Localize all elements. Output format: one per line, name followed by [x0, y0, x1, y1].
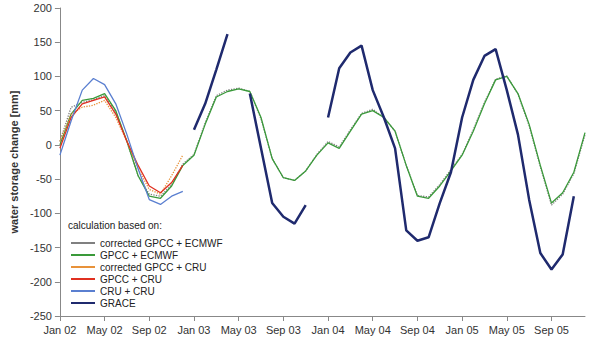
svg-text:Sep 05: Sep 05 [534, 324, 569, 336]
svg-text:-50: -50 [36, 173, 52, 185]
svg-text:corrected GPCC + ECMWF: corrected GPCC + ECMWF [100, 238, 223, 249]
svg-text:-250: -250 [30, 310, 52, 322]
svg-text:GPCC + CRU: GPCC + CRU [100, 274, 162, 285]
svg-text:Sep 02: Sep 02 [132, 324, 167, 336]
svg-text:Sep 04: Sep 04 [400, 324, 435, 336]
svg-text:May 04: May 04 [355, 324, 391, 336]
svg-text:GRACE: GRACE [100, 298, 136, 309]
svg-text:150: 150 [34, 36, 52, 48]
svg-text:Jan 02: Jan 02 [43, 324, 76, 336]
svg-text:GPCC + ECMWF: GPCC + ECMWF [100, 250, 178, 261]
svg-text:CRU + CRU: CRU + CRU [100, 286, 155, 297]
svg-text:200: 200 [34, 2, 52, 14]
svg-text:100: 100 [34, 70, 52, 82]
svg-text:Jan 05: Jan 05 [446, 324, 479, 336]
svg-text:water storage change [mm]: water storage change [mm] [8, 90, 20, 234]
svg-text:Jan 03: Jan 03 [177, 324, 210, 336]
svg-text:50: 50 [40, 105, 52, 117]
svg-text:0: 0 [46, 139, 52, 151]
svg-text:Sep 03: Sep 03 [266, 324, 301, 336]
svg-text:May 02: May 02 [87, 324, 123, 336]
svg-text:-200: -200 [30, 276, 52, 288]
svg-text:-150: -150 [30, 242, 52, 254]
svg-text:May 05: May 05 [489, 324, 525, 336]
svg-text:-100: -100 [30, 207, 52, 219]
svg-text:May 03: May 03 [221, 324, 257, 336]
svg-text:Jan 04: Jan 04 [312, 324, 345, 336]
svg-text:calculation based on:: calculation based on: [68, 220, 162, 231]
svg-text:corrected GPCC + CRU: corrected GPCC + CRU [100, 262, 206, 273]
